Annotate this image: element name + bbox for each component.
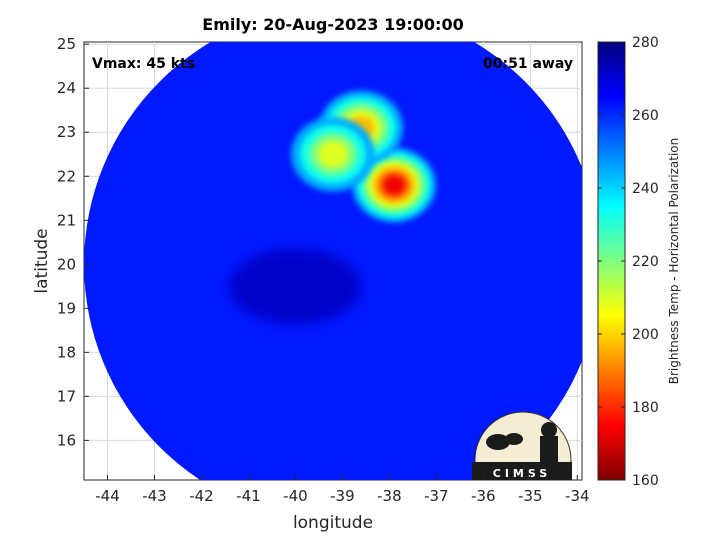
y-tick-label: 20 — [57, 255, 76, 273]
colorbar-ticks: 160 180 200 220 240 260 280 — [598, 35, 659, 489]
x-tick-label: -40 — [283, 487, 308, 505]
colorbar-tick-label: 260 — [632, 108, 659, 124]
colorbar-tick-label: 160 — [632, 473, 659, 489]
y-tick-label: 19 — [57, 299, 76, 317]
colorbar-tick-label: 200 — [632, 327, 659, 343]
x-tick-label: -44 — [95, 487, 120, 505]
time-away-label: 00:51 away — [483, 56, 573, 72]
x-tick-label: -34 — [565, 487, 590, 505]
colorbar-tick-label: 240 — [632, 181, 659, 197]
warm-eye-region — [229, 248, 362, 324]
x-tick-label: -42 — [189, 487, 214, 505]
x-tick-label: -43 — [142, 487, 167, 505]
colorbar-tick-label: 180 — [632, 400, 659, 416]
y-tick-label: 17 — [57, 387, 76, 405]
colorbar-label: Brightness Temp - Horizontal Polarizatio… — [667, 138, 681, 385]
y-tick-label: 23 — [57, 123, 76, 141]
y-axis-label: latitude — [32, 228, 52, 293]
logo-text: CIMSS — [493, 467, 551, 480]
y-tick-label: 22 — [57, 167, 76, 185]
x-tick-label: -38 — [377, 487, 402, 505]
cold-cloud-core — [352, 147, 437, 223]
y-tick-label: 18 — [57, 343, 76, 361]
colorbar — [597, 41, 626, 481]
colorbar-tick-label: 220 — [632, 254, 659, 270]
chart-title: Emily: 20-Aug-2023 19:00:00 — [202, 15, 463, 34]
cimss-logo: CIMSS — [472, 411, 572, 480]
vmax-label: Vmax: 45 kts — [92, 56, 195, 72]
features — [229, 90, 437, 324]
x-tick-label: -41 — [236, 487, 261, 505]
cold-cloud-west — [291, 117, 375, 192]
y-tick-label: 16 — [57, 431, 76, 449]
y-tick-label: 25 — [57, 35, 76, 53]
y-tick-label: 21 — [57, 211, 76, 229]
y-ticks: 16 17 18 19 20 21 22 23 24 25 — [57, 35, 89, 449]
x-tick-label: -37 — [424, 487, 449, 505]
x-tick-label: -39 — [330, 487, 355, 505]
y-tick-label: 24 — [57, 79, 76, 97]
x-tick-label: -35 — [518, 487, 543, 505]
colorbar-tick-label: 280 — [632, 35, 659, 51]
x-tick-label: -36 — [471, 487, 496, 505]
x-ticks: -44 -43 -42 -41 -40 -39 -38 -37 -36 -35 -34 — [95, 475, 590, 505]
x-axis-label: longitude — [293, 513, 373, 533]
